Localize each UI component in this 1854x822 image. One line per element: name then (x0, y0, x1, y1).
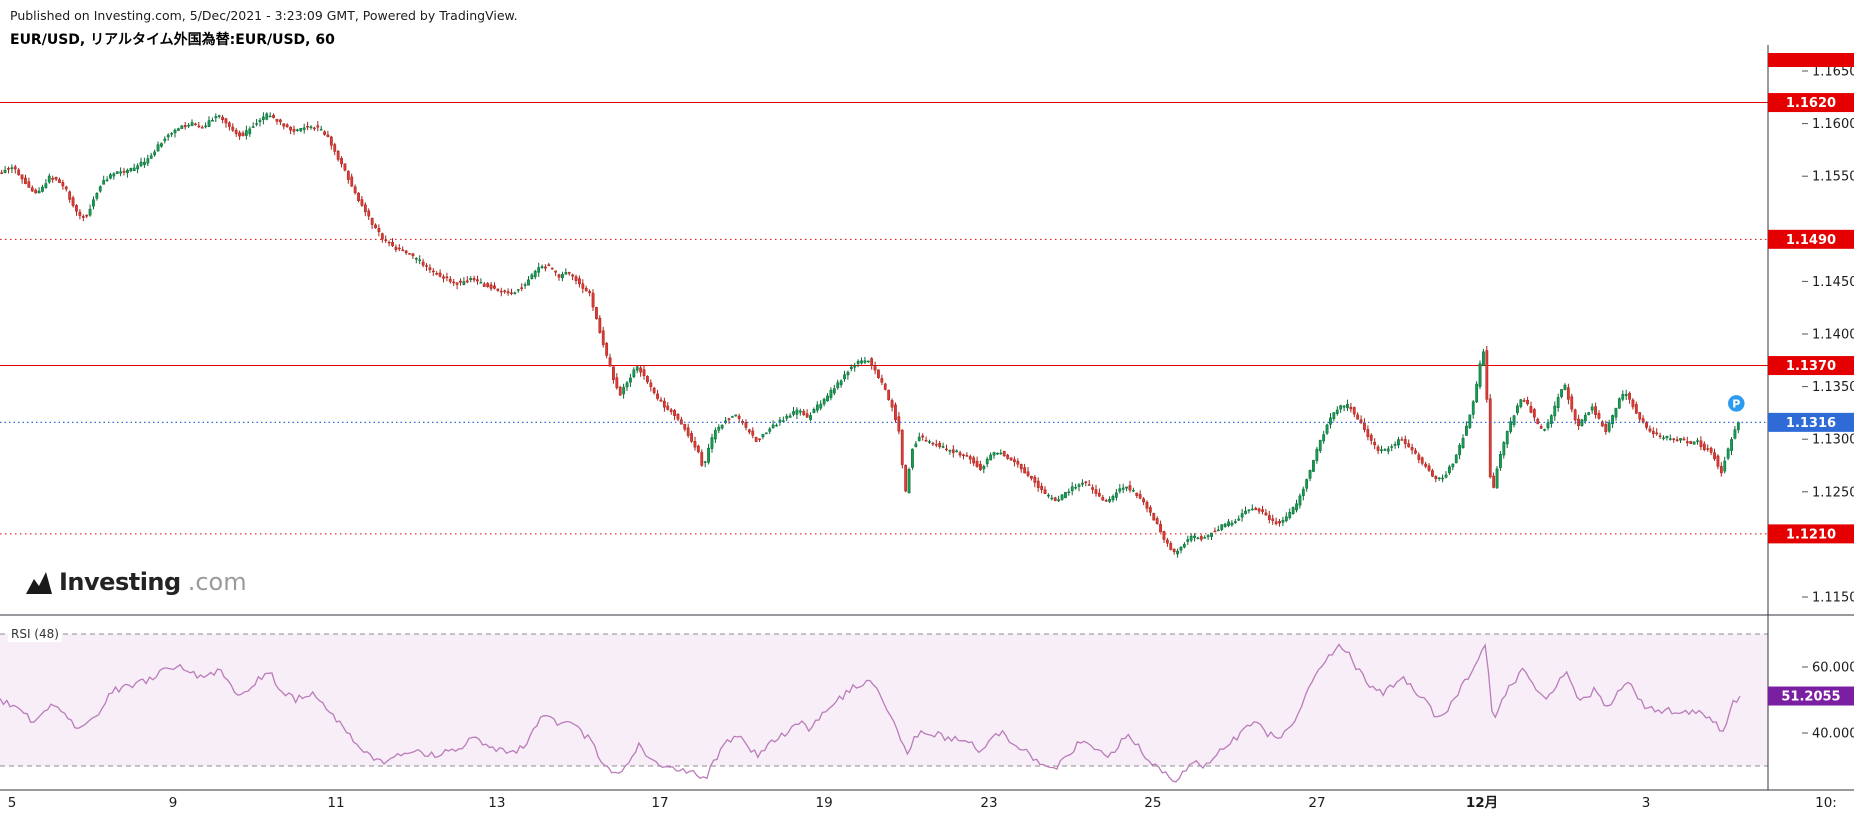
svg-text:51.2055: 51.2055 (1781, 690, 1840, 705)
investing-logo-suffix: .com (187, 568, 247, 596)
svg-text:1.1450: 1.1450 (1812, 275, 1854, 290)
rsi-band (0, 633, 1768, 767)
svg-text:1.1600: 1.1600 (1812, 117, 1854, 132)
svg-text:1.1400: 1.1400 (1812, 328, 1854, 343)
svg-text:P: P (1732, 397, 1740, 410)
svg-text:40.0000: 40.0000 (1812, 727, 1854, 742)
rsi-line (0, 643, 1741, 783)
price-level-lines (0, 102, 1768, 535)
chart-title: EUR/USD, リアルタイム外国為替:EUR/USD, 60 (10, 32, 335, 48)
price-level-badge-1.1490: 1.1490 (1768, 229, 1854, 249)
svg-text:9: 9 (169, 795, 178, 811)
time-axis-labels: 5 9 11 13 17 19 23 25 27 12月 3 10: (8, 795, 1837, 811)
price-level-badge-1.1370: 1.1370 (1768, 356, 1854, 376)
price-level-badge-1.1210: 1.1210 (1768, 524, 1854, 544)
svg-text:1.1370: 1.1370 (1786, 359, 1836, 374)
price-axis-labels: 1.1650 1.1600 1.1550 1.1450 1.1400 1.1350 1.13… (1802, 65, 1854, 742)
svg-text:19: 19 (816, 795, 833, 811)
svg-text:1.1300: 1.1300 (1812, 433, 1854, 448)
svg-text:60.0000: 60.0000 (1812, 661, 1854, 676)
rsi-indicator-label: RSI (48) (8, 626, 62, 642)
investing-logo-icon (26, 572, 52, 594)
svg-text:1.1550: 1.1550 (1812, 170, 1854, 185)
svg-text:1.1490: 1.1490 (1786, 233, 1836, 248)
pinned-level-badge-top (1768, 53, 1854, 67)
svg-text:1.1316: 1.1316 (1786, 416, 1836, 431)
last-price-badge: 1.1316 (1768, 412, 1854, 432)
svg-text:25: 25 (1144, 795, 1161, 811)
svg-text:12月: 12月 (1466, 795, 1498, 811)
svg-text:23: 23 (980, 795, 997, 811)
svg-text:1.1250: 1.1250 (1812, 485, 1854, 500)
svg-text:1.1620: 1.1620 (1786, 96, 1836, 111)
investing-logo: Investing .com (26, 570, 247, 594)
svg-text:27: 27 (1308, 795, 1325, 811)
svg-text:11: 11 (327, 795, 344, 811)
rsi-value-badge: 51.2055 (1768, 686, 1854, 706)
price-level-badge-1.1620: 1.1620 (1768, 93, 1854, 113)
svg-text:1.1150: 1.1150 (1812, 591, 1854, 606)
svg-text:5: 5 (8, 795, 17, 811)
svg-text:13: 13 (488, 795, 505, 811)
price-marker[interactable]: P (1726, 393, 1747, 414)
svg-text:1.1650: 1.1650 (1812, 65, 1854, 80)
svg-text:10:: 10: (1815, 795, 1837, 811)
publish-info: Published on Investing.com, 5/Dec/2021 -… (10, 8, 518, 23)
svg-text:1.1350: 1.1350 (1812, 380, 1854, 395)
candles-layer[interactable] (0, 112, 1740, 558)
investing-logo-brand: Investing (59, 568, 181, 596)
svg-text:17: 17 (651, 795, 668, 811)
svg-text:3: 3 (1642, 795, 1651, 811)
svg-text:1.1210: 1.1210 (1786, 527, 1836, 542)
